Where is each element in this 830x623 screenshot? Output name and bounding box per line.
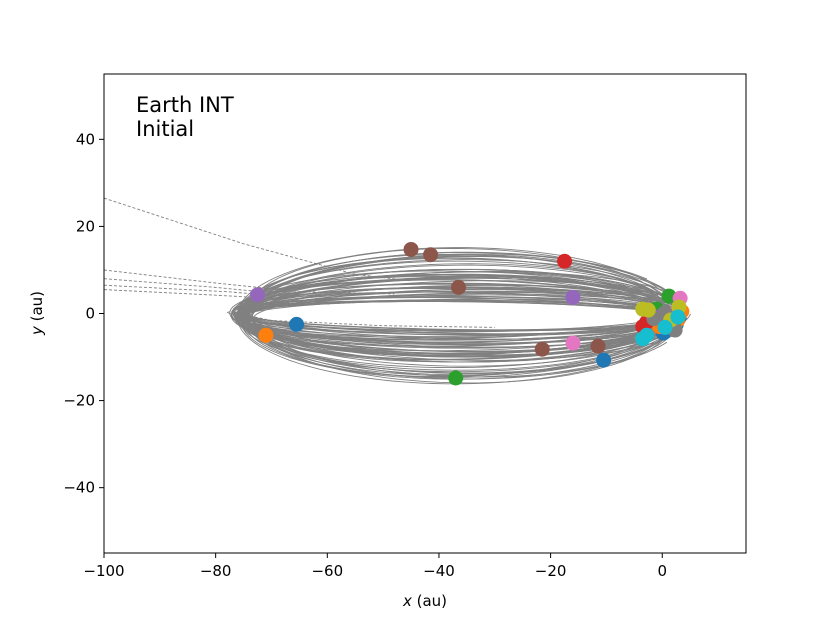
- annotation-line-2: Initial: [136, 117, 194, 141]
- body-point: [448, 370, 464, 386]
- x-tick-label: 0: [657, 562, 667, 580]
- escape-trace: [225, 297, 339, 328]
- x-tick-label: −100: [83, 562, 124, 580]
- y-axis-label: y (au): [28, 291, 46, 336]
- x-tick-label: −80: [200, 562, 232, 580]
- escape-trace: [104, 289, 272, 299]
- body-point: [557, 253, 573, 269]
- escape-trace: [237, 302, 495, 328]
- escape-trace: [104, 269, 395, 295]
- body-point: [640, 302, 656, 318]
- body-point: [423, 247, 439, 263]
- orbit-trace: [231, 279, 682, 352]
- body-point: [565, 289, 581, 305]
- orbit-trace: [241, 251, 677, 380]
- body-point: [670, 309, 686, 325]
- body-markers: [250, 241, 690, 386]
- body-point: [657, 319, 673, 335]
- x-tick-label: −60: [311, 562, 343, 580]
- body-point: [250, 287, 266, 303]
- y-tick-label: −40: [63, 479, 95, 497]
- y-tick-label: 40: [76, 130, 95, 148]
- body-point: [596, 352, 612, 368]
- body-point: [661, 288, 677, 304]
- x-tick-label: −40: [423, 562, 455, 580]
- escape-trace: [104, 284, 294, 298]
- x-tick-label: −20: [535, 562, 567, 580]
- x-axis-ticks: −100 −80 −60 −40 −20 0: [83, 553, 667, 580]
- body-point: [403, 241, 419, 257]
- body-point: [565, 335, 581, 351]
- body-point: [639, 327, 655, 343]
- body-point: [450, 279, 466, 295]
- y-axis-ticks: −40 −20 0 20 40: [63, 130, 104, 497]
- x-axis-label: x (au): [402, 592, 447, 610]
- escape-trace: [104, 197, 412, 282]
- annotation-line-1: Earth INT: [136, 93, 234, 117]
- orbit-trace: [239, 260, 675, 371]
- body-point: [590, 338, 606, 354]
- body-point: [534, 341, 550, 357]
- orbit-trace: [245, 296, 684, 336]
- body-point: [258, 327, 274, 343]
- y-tick-label: 20: [76, 217, 95, 235]
- y-tick-label: 0: [85, 305, 95, 323]
- y-tick-label: −20: [63, 392, 95, 410]
- body-point: [289, 316, 305, 332]
